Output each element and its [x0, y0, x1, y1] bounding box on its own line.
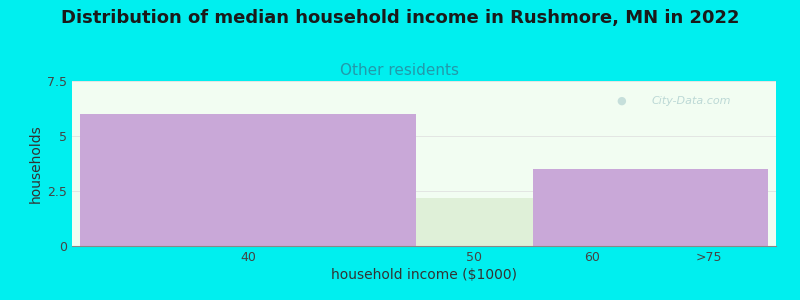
- Text: Distribution of median household income in Rushmore, MN in 2022: Distribution of median household income …: [61, 9, 739, 27]
- Bar: [80, 114, 416, 246]
- X-axis label: household income ($1000): household income ($1000): [331, 268, 517, 282]
- Text: City-Data.com: City-Data.com: [652, 96, 731, 106]
- Bar: [533, 169, 650, 246]
- Bar: [650, 169, 768, 246]
- Bar: [416, 198, 533, 246]
- Y-axis label: households: households: [29, 124, 43, 203]
- Text: Other residents: Other residents: [341, 63, 459, 78]
- Text: ●: ●: [616, 96, 626, 106]
